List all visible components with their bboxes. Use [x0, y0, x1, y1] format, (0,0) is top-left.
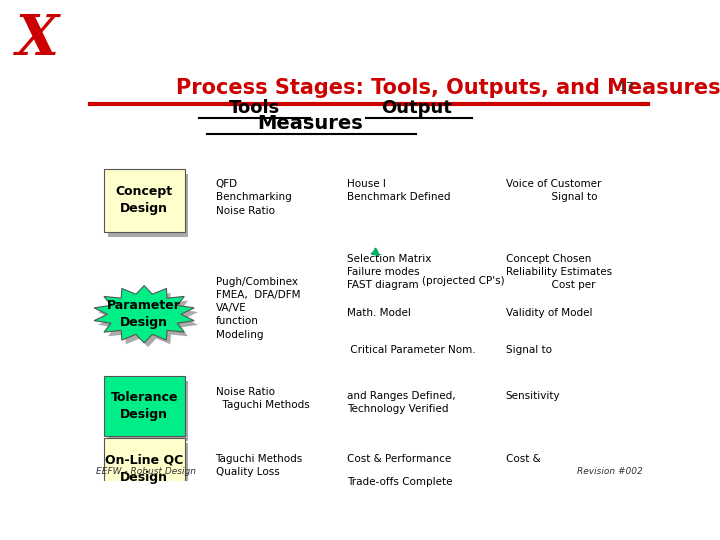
Text: House I
Benchmark Defined: House I Benchmark Defined — [347, 179, 450, 202]
Text: Trade-offs Complete: Trade-offs Complete — [347, 477, 452, 487]
FancyBboxPatch shape — [104, 376, 184, 436]
Text: Signal to: Signal to — [505, 346, 552, 355]
Polygon shape — [98, 290, 198, 347]
Text: EEFW - Robust Design: EEFW - Robust Design — [96, 468, 196, 476]
Text: Tolerance
Design: Tolerance Design — [110, 391, 178, 421]
Text: QFD
Benchmarking
Noise Ratio: QFD Benchmarking Noise Ratio — [215, 179, 292, 215]
Text: (projected CP's): (projected CP's) — [422, 276, 505, 286]
Text: Selection Matrix
Failure modes
FAST diagram: Selection Matrix Failure modes FAST diag… — [347, 254, 431, 291]
Text: Measures: Measures — [258, 114, 364, 133]
Text: Tools: Tools — [229, 99, 280, 117]
Text: Cost & Performance: Cost & Performance — [347, 454, 451, 463]
Text: Sensitivity: Sensitivity — [505, 391, 560, 401]
Text: Output: Output — [381, 99, 452, 117]
Polygon shape — [94, 286, 194, 343]
Text: Math. Model: Math. Model — [347, 308, 410, 318]
FancyBboxPatch shape — [107, 443, 189, 504]
Text: Validity of Model: Validity of Model — [505, 308, 593, 318]
Text: Cost &: Cost & — [505, 454, 541, 463]
Text: Pugh/Combinex
FMEA,  DFA/DFM
VA/VE
function
Modeling: Pugh/Combinex FMEA, DFA/DFM VA/VE functi… — [215, 277, 300, 340]
Text: Revision #002: Revision #002 — [577, 468, 642, 476]
FancyBboxPatch shape — [104, 169, 184, 232]
Text: Noise Ratio
  Taguchi Methods: Noise Ratio Taguchi Methods — [215, 387, 310, 410]
Text: Critical Parameter Nom.: Critical Parameter Nom. — [347, 346, 475, 355]
Text: 17: 17 — [618, 81, 634, 94]
Text: Concept Chosen
Reliability Estimates
              Cost per: Concept Chosen Reliability Estimates Cos… — [505, 254, 612, 291]
FancyBboxPatch shape — [104, 438, 184, 498]
FancyBboxPatch shape — [107, 174, 189, 237]
Text: Parameter
Design: Parameter Design — [107, 299, 181, 329]
FancyBboxPatch shape — [107, 381, 189, 441]
Text: Voice of Customer
              Signal to: Voice of Customer Signal to — [505, 179, 601, 202]
Text: On-Line QC
Design: On-Line QC Design — [105, 454, 184, 483]
Text: Taguchi Methods
Quality Loss: Taguchi Methods Quality Loss — [215, 454, 303, 477]
Text: Concept
Design: Concept Design — [116, 185, 173, 215]
Text: and Ranges Defined,
Technology Verified: and Ranges Defined, Technology Verified — [347, 391, 455, 414]
Text: X: X — [17, 12, 59, 66]
Text: Process Stages: Tools, Outputs, and Measures: Process Stages: Tools, Outputs, and Meas… — [176, 78, 720, 98]
